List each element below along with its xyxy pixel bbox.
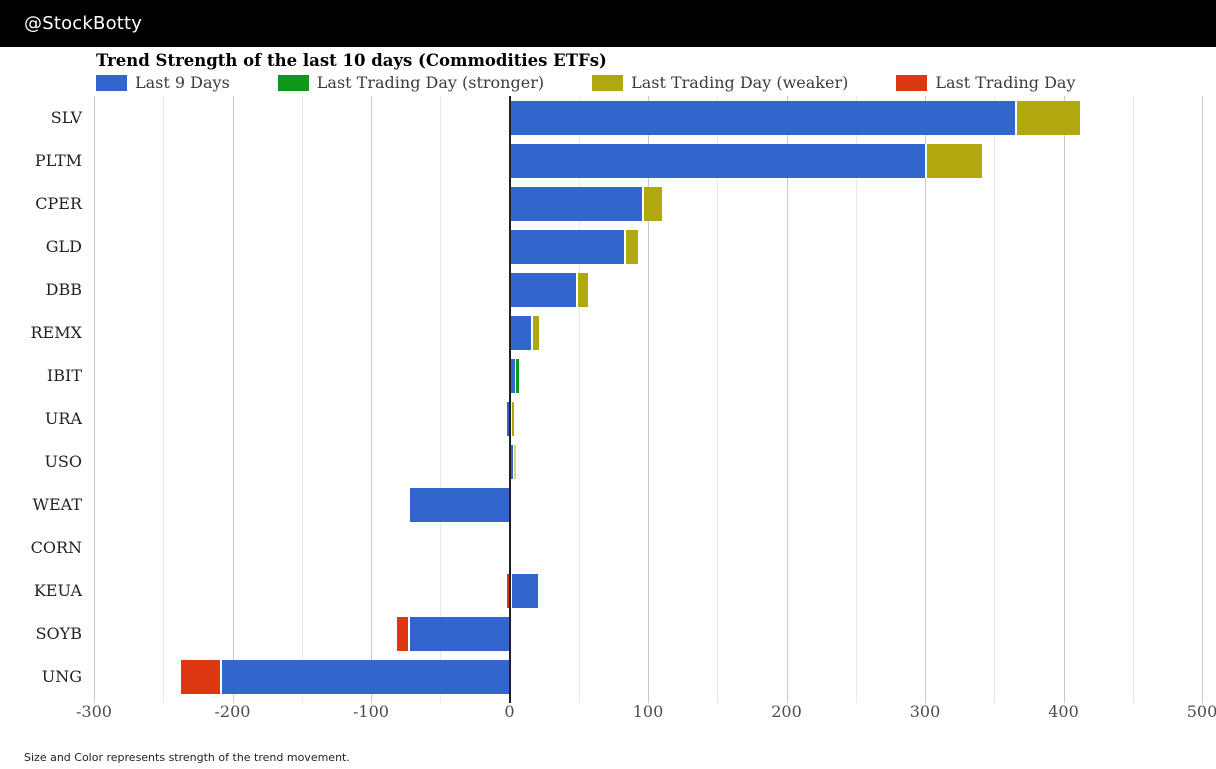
uso-blue-bar[interactable] <box>509 444 513 479</box>
x-tick-label--100: -100 <box>353 702 389 721</box>
legend-swatch-blue <box>96 74 127 91</box>
ibit-green-bar[interactable] <box>516 358 520 393</box>
category-label-gld: GLD <box>45 237 82 256</box>
gridline <box>1063 96 1065 703</box>
account-handle: @StockBotty <box>24 13 143 34</box>
gridline <box>301 96 303 703</box>
category-label-ung: UNG <box>41 667 82 686</box>
gridline <box>94 96 95 703</box>
gridline <box>1132 96 1134 703</box>
legend-label: Last Trading Day <box>935 73 1076 92</box>
remx-olive-bar[interactable] <box>533 315 540 350</box>
x-tick-label--200: -200 <box>214 702 251 721</box>
category-label-ibit: IBIT <box>46 366 82 385</box>
x-tick-label-100: 100 <box>632 702 664 721</box>
pltm-blue-bar[interactable] <box>509 143 925 178</box>
gridline <box>163 96 165 703</box>
category-label-cper: CPER <box>35 194 82 213</box>
legend-swatch-olive <box>592 74 624 91</box>
legend-item-red: Last Trading Day <box>896 73 1075 92</box>
keua-blue-bar[interactable] <box>509 573 538 608</box>
legend-label: Last 9 Days <box>135 73 230 92</box>
top-bar: @StockBotty <box>0 0 1216 47</box>
x-axis-labels: -300 -200 -100 0 100 200 300 400 500 <box>76 702 1216 724</box>
legend-label: Last Trading Day (stronger) <box>316 73 545 92</box>
gridline <box>786 96 788 703</box>
ung-red-bar[interactable] <box>181 659 221 694</box>
weat-blue-bar[interactable] <box>410 487 510 522</box>
category-label-soyb: SOYB <box>35 624 82 643</box>
ibit-blue-bar[interactable] <box>509 358 516 393</box>
category-label-pltm: PLTM <box>34 151 82 170</box>
gld-olive-bar[interactable] <box>624 229 639 264</box>
soyb-red-bar[interactable] <box>397 616 409 651</box>
gld-blue-bar[interactable] <box>509 229 625 264</box>
legend-item-olive: Last Trading Day (weaker) <box>592 73 848 92</box>
gridline <box>925 96 926 703</box>
x-tick-label-200: 200 <box>771 702 802 721</box>
category-label-corn: CORN <box>30 538 82 557</box>
ura-olive-bar[interactable] <box>511 401 514 436</box>
plot-area <box>94 96 1203 703</box>
keua-red-bar[interactable] <box>507 573 510 608</box>
legend-label: Last Trading Day (weaker) <box>631 73 849 92</box>
gridline <box>648 96 649 703</box>
remx-blue-bar[interactable] <box>509 315 531 350</box>
slv-blue-bar[interactable] <box>509 100 1016 135</box>
zero-axis-line <box>508 96 511 703</box>
chart-footnote: Size and Color represents strength of th… <box>24 751 350 764</box>
gridline <box>855 96 857 703</box>
cper-blue-bar[interactable] <box>509 186 643 221</box>
x-tick-label-300: 300 <box>909 702 941 721</box>
chart-legend: Last 9 Days Last Trading Day (stronger) La… <box>96 73 1075 92</box>
y-axis-labels: SLV PLTM CPER GLD DBB REMX IBIT URA USO WEAT CORN K… <box>0 96 84 698</box>
dbb-blue-bar[interactable] <box>509 272 576 307</box>
x-tick-label-400: 400 <box>1048 702 1079 721</box>
category-label-slv: SLV <box>50 108 82 127</box>
category-label-uso: USO <box>44 452 82 471</box>
legend-swatch-green <box>277 74 309 91</box>
pltm-olive-bar[interactable] <box>925 143 982 178</box>
gridline <box>578 96 580 703</box>
uso-light_olive-bar[interactable] <box>513 444 516 479</box>
category-label-ura: URA <box>44 409 82 428</box>
legend-item-green: Last Trading Day (stronger) <box>277 73 545 92</box>
category-label-weat: WEAT <box>32 495 82 514</box>
x-tick-label-500: 500 <box>1186 702 1216 721</box>
ung-blue-bar[interactable] <box>220 659 510 694</box>
category-label-dbb: DBB <box>45 280 82 299</box>
category-label-keua: KEUA <box>33 581 82 600</box>
x-tick-label--300: -300 <box>76 702 112 721</box>
gridline <box>371 96 372 703</box>
gridline <box>232 96 234 703</box>
gridline <box>1202 96 1203 703</box>
gridline <box>717 96 719 703</box>
chart-title: Trend Strength of the last 10 days (Comm… <box>96 51 607 70</box>
gridline <box>994 96 996 703</box>
cper-olive-bar[interactable] <box>642 186 662 221</box>
gridline <box>440 96 442 703</box>
category-label-remx: REMX <box>30 323 83 342</box>
x-tick-label-0: 0 <box>504 702 515 721</box>
slv-olive-bar[interactable] <box>1015 100 1081 135</box>
legend-item-blue: Last 9 Days <box>96 73 230 92</box>
legend-swatch-red <box>896 74 928 91</box>
soyb-blue-bar[interactable] <box>408 616 510 651</box>
dbb-olive-bar[interactable] <box>575 272 588 307</box>
